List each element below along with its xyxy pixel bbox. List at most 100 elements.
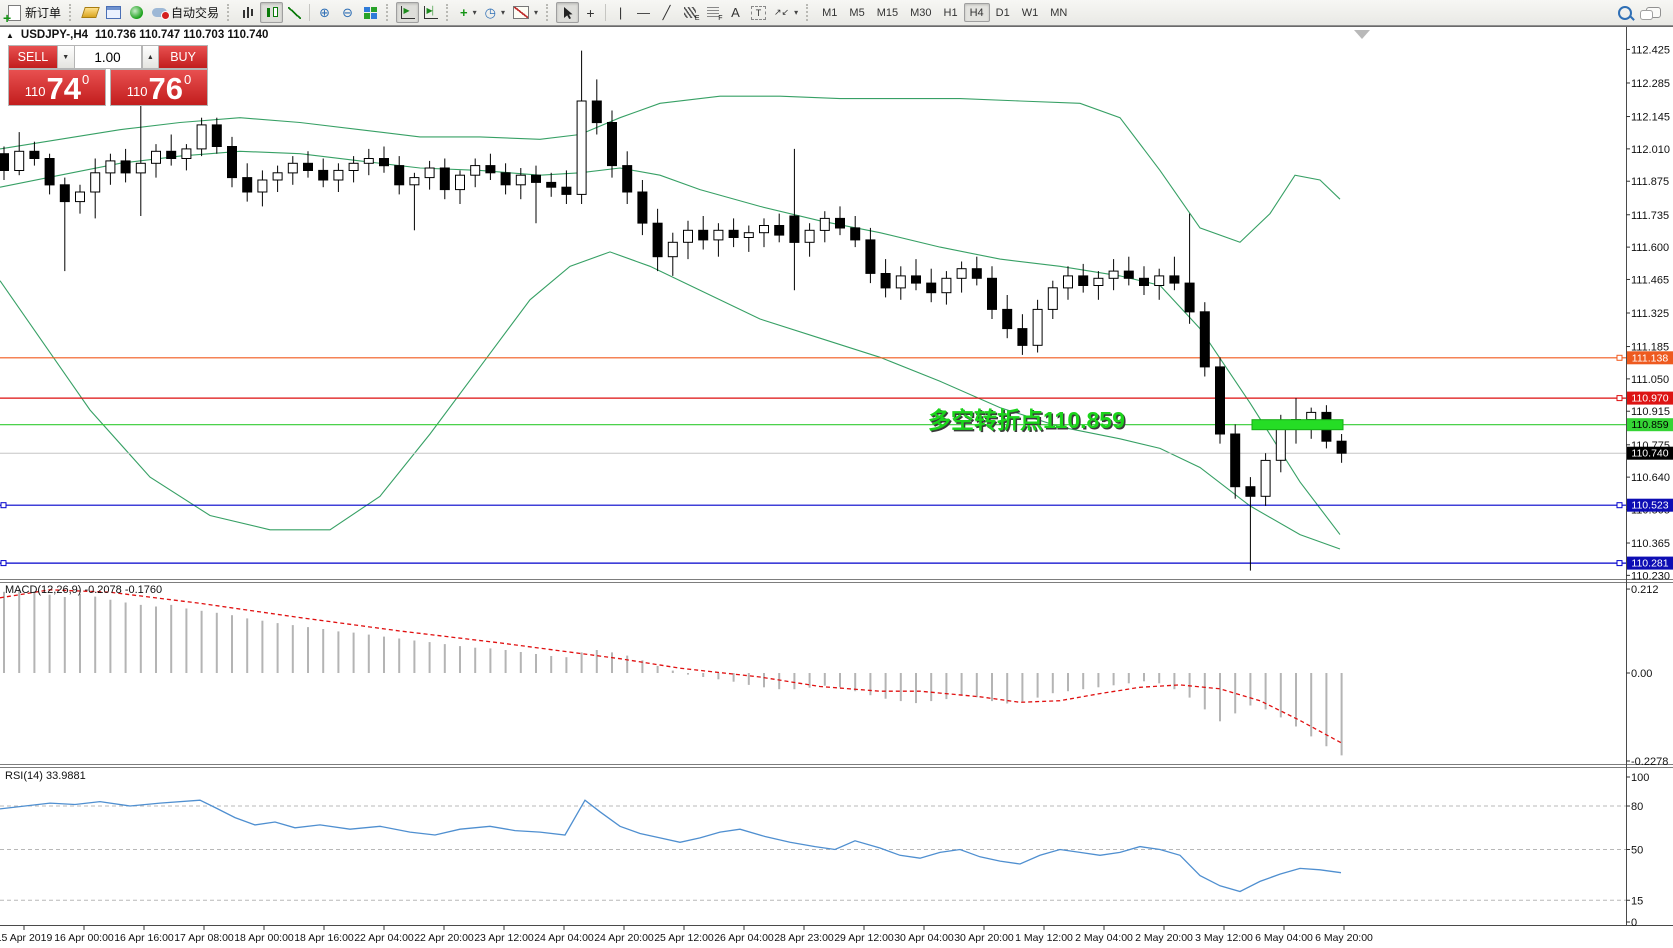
new-order-button[interactable]: 新订单 — [3, 2, 65, 26]
text-button[interactable]: A — [724, 2, 747, 23]
periods-button[interactable]: ◷ ▾ — [481, 2, 509, 23]
time-axis[interactable] — [0, 927, 1673, 948]
candlestick-chart-button[interactable] — [260, 2, 284, 23]
sell-button[interactable]: SELL — [8, 45, 58, 69]
auto-scroll-button[interactable] — [396, 2, 420, 23]
collapse-symbol-icon[interactable]: ▲ — [6, 30, 14, 40]
candle-body — [14, 150, 25, 172]
timeframe-h1-button[interactable]: H1 — [943, 6, 958, 19]
buy-price-button[interactable]: 110 76 0 — [110, 69, 208, 106]
vertical-line-button[interactable]: | — [609, 2, 632, 23]
indicators-button[interactable]: + ▾ — [456, 2, 481, 23]
candle-body — [90, 172, 101, 193]
candle-body — [135, 162, 146, 174]
candle-body — [75, 191, 85, 203]
line-handle — [1616, 502, 1623, 509]
zoom-out-icon: ⊖ — [342, 5, 353, 20]
chevron-down-icon: ▾ — [794, 8, 799, 17]
trendline-button[interactable]: ╱ — [655, 2, 678, 23]
horizontal-line-button[interactable]: — — [632, 2, 655, 23]
chevron-down-icon: ▾ — [534, 8, 539, 17]
axis-label: 111.050 — [1631, 374, 1669, 386]
rsi-line — [0, 799, 1342, 893]
equidistant-channel-icon — [683, 7, 700, 22]
zoom-out-button[interactable]: ⊖ — [336, 2, 359, 23]
timeframe-m5-button[interactable]: M5 — [849, 6, 865, 19]
templates-button[interactable]: ▾ — [509, 2, 542, 23]
metaeditor-button[interactable] — [79, 2, 102, 23]
sell-price-button[interactable]: 110 74 0 — [8, 69, 106, 106]
candle-body — [242, 177, 253, 193]
search-icon[interactable] — [1618, 5, 1632, 20]
symbol-name: USDJPY-,H4 — [20, 29, 89, 41]
timeframe-m1-button[interactable]: M1 — [822, 6, 838, 19]
candle-body — [1245, 486, 1256, 497]
candle-body — [257, 179, 268, 193]
timeframe-w1-button[interactable]: W1 — [1021, 6, 1039, 19]
channel-button[interactable] — [678, 2, 701, 23]
cursor-button[interactable] — [556, 2, 580, 23]
axis-label: 110.740 — [1631, 448, 1668, 460]
line-handle — [1616, 354, 1623, 361]
vertical-line-icon: | — [618, 5, 623, 20]
volume-increase-button[interactable]: ▲ — [141, 45, 159, 69]
axis-label: 111.875 — [1631, 176, 1669, 188]
axis-label: -0.2278 — [1631, 756, 1668, 768]
timeframe-h4-button[interactable]: H4 — [963, 3, 990, 22]
bollinger-lower-band — [0, 251, 1341, 550]
candle-body — [926, 282, 937, 294]
timeframe-mn-button[interactable]: MN — [1050, 6, 1068, 19]
buy-price-base: 110 — [126, 84, 148, 99]
candle-body — [819, 217, 830, 231]
axis-label: 30 Apr 20:00 — [954, 932, 1014, 944]
chart-shift-button[interactable] — [419, 2, 442, 23]
candle-body — [120, 160, 131, 174]
candle-body — [394, 165, 405, 186]
arrows-button[interactable]: ↗↙ ▾ — [770, 2, 802, 23]
text-label-button[interactable]: T — [747, 2, 770, 23]
candle-body — [576, 100, 587, 195]
candle-body — [1184, 282, 1195, 313]
axis-label: 16 Apr 16:00 — [114, 932, 174, 944]
candle-body — [1260, 459, 1271, 497]
candle-body — [591, 100, 602, 124]
axis-label: 111.735 — [1631, 210, 1669, 222]
candlestick-icon — [265, 6, 279, 19]
axis-label: 25 Apr 12:00 — [654, 932, 714, 944]
price-axis[interactable] — [1626, 27, 1673, 925]
volume-decrease-button[interactable]: ▼ — [57, 45, 75, 69]
chevron-down-icon: ▾ — [472, 8, 477, 17]
candle-body — [1199, 311, 1210, 368]
axis-label: 22 Apr 04:00 — [354, 932, 414, 944]
timeframe-m15-button[interactable]: M15 — [876, 6, 899, 19]
axis-label: 2 May 04:00 — [1075, 932, 1133, 944]
crosshair-button[interactable]: + — [579, 2, 602, 23]
axis-label: 111.325 — [1631, 308, 1669, 320]
axis-label: 112.010 — [1631, 144, 1670, 156]
candle-body — [956, 268, 967, 279]
buy-button[interactable]: BUY — [158, 45, 208, 69]
axis-label: 80 — [1631, 801, 1643, 813]
new-chart-button[interactable] — [102, 2, 125, 23]
sell-price-base: 110 — [24, 84, 46, 99]
signals-button[interactable] — [125, 2, 148, 23]
candle-body — [698, 229, 709, 241]
candle-body — [713, 229, 724, 241]
toolbar-grip — [806, 4, 812, 21]
autotrading-button[interactable]: 自动交易 — [148, 2, 223, 23]
volume-input[interactable] — [74, 45, 142, 69]
fibonacci-button[interactable] — [701, 2, 724, 23]
symbol-info-bar: ▲ USDJPY-,H4 110.736 110.747 110.703 110… — [6, 29, 268, 41]
candle-body — [774, 225, 785, 236]
timeframe-d1-button[interactable]: D1 — [995, 6, 1010, 19]
timeframe-m30-button[interactable]: M30 — [910, 6, 932, 19]
line-chart-button[interactable] — [283, 2, 306, 23]
chat-icon[interactable] — [1640, 7, 1661, 20]
zoom-in-button[interactable]: ⊕ — [313, 2, 336, 23]
bar-chart-button[interactable] — [237, 2, 260, 23]
axis-label: 2 May 20:00 — [1135, 932, 1193, 944]
tile-windows-button[interactable] — [359, 2, 382, 23]
candle-body — [424, 167, 435, 179]
candle-body — [105, 160, 116, 174]
trendline-icon: ╱ — [662, 5, 671, 20]
